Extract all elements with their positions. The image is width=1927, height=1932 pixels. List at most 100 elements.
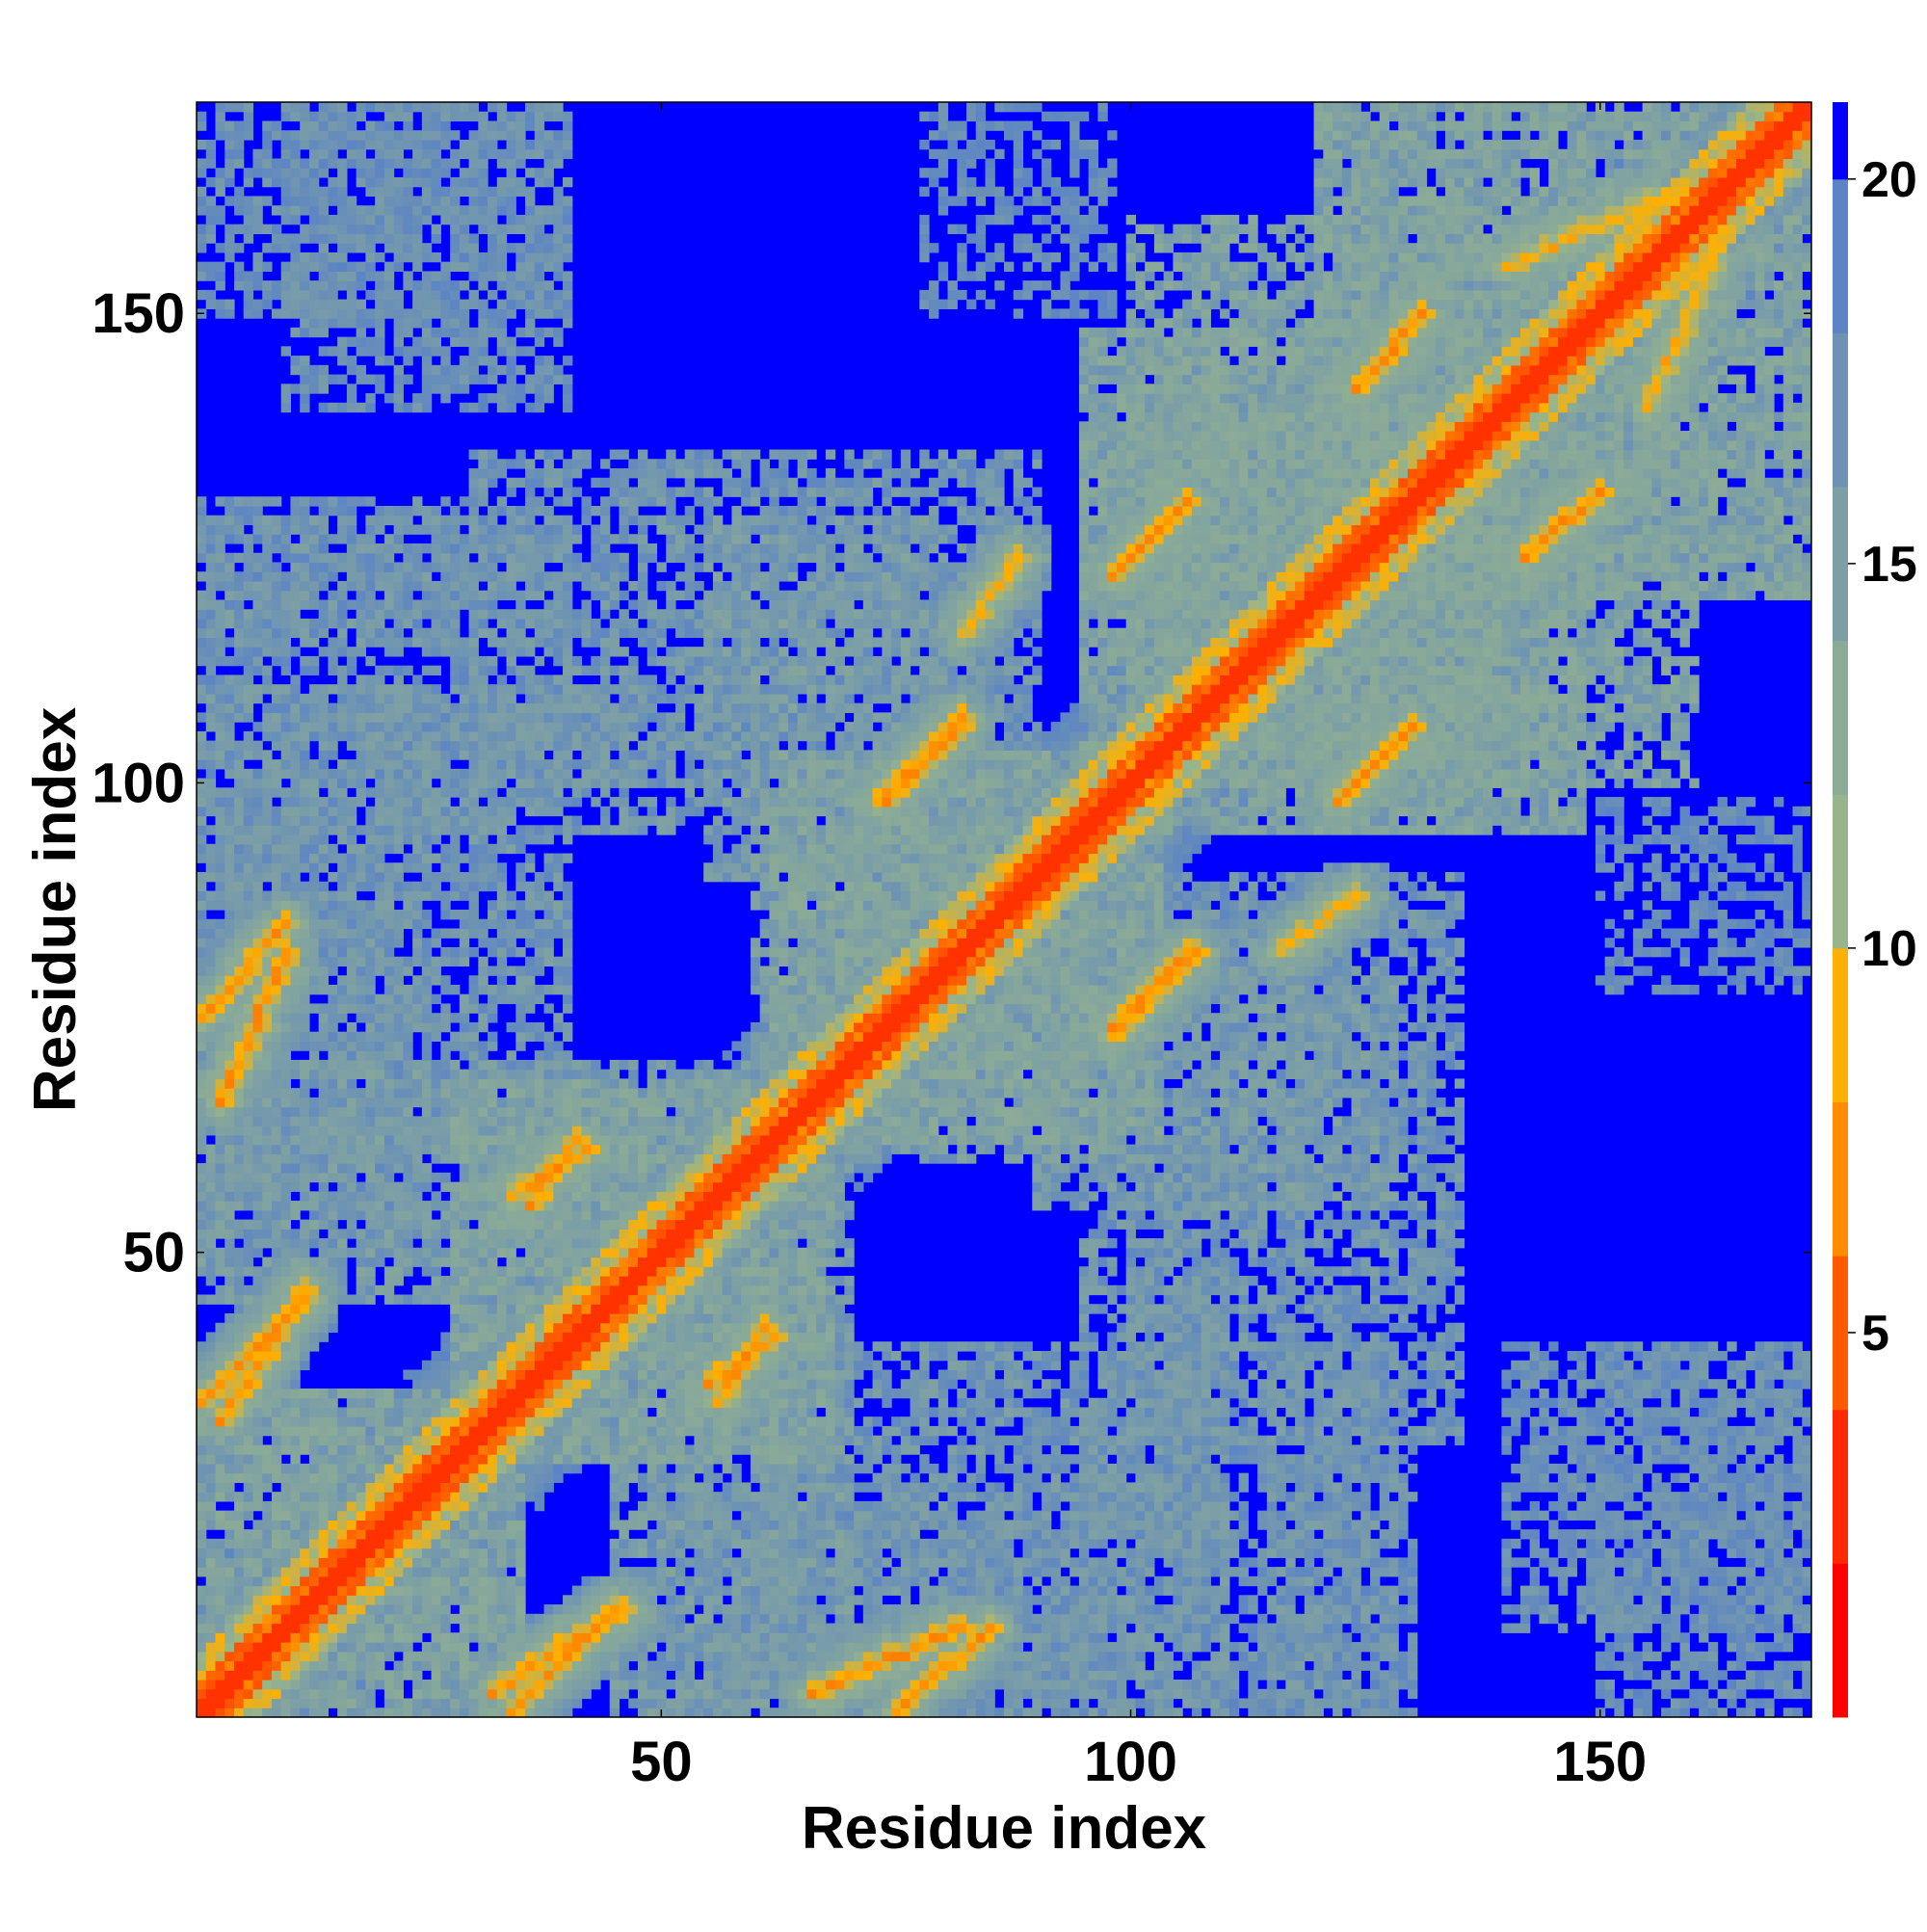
heatmap-cell — [403, 862, 413, 873]
heatmap-cell — [318, 750, 330, 760]
heatmap-cell — [300, 1444, 310, 1455]
heatmap-cell — [328, 1567, 338, 1577]
heatmap-cell — [459, 580, 470, 592]
heatmap-cell — [488, 946, 498, 958]
heatmap-cell — [224, 1257, 235, 1267]
heatmap-cell — [337, 627, 348, 639]
heatmap-cell — [440, 722, 451, 732]
heatmap-cell — [243, 1557, 254, 1568]
heatmap-cell — [300, 665, 310, 675]
heatmap-cell — [356, 543, 366, 554]
heatmap-cell — [375, 552, 385, 564]
heatmap-cell — [383, 693, 395, 704]
heatmap-cell — [468, 993, 479, 1005]
heatmap-cell — [525, 299, 536, 309]
heatmap-cell — [375, 1407, 385, 1417]
heatmap-cell — [262, 1472, 273, 1483]
heatmap-cell — [356, 599, 366, 610]
heatmap-cell — [383, 881, 395, 892]
heatmap-cell — [252, 900, 263, 911]
heatmap-cell — [197, 1134, 207, 1146]
heatmap-cell — [496, 834, 508, 845]
heatmap-cell — [496, 1604, 508, 1615]
heatmap-cell — [393, 393, 404, 404]
heatmap-cell — [308, 946, 320, 958]
heatmap-cell — [243, 1247, 254, 1258]
heatmap-cell — [197, 1294, 207, 1305]
heatmap-cell — [328, 1191, 338, 1202]
heatmap-cell — [243, 702, 254, 713]
heatmap-cell — [262, 1134, 273, 1146]
heatmap-cell — [440, 1492, 451, 1502]
heatmap-cell — [365, 1172, 376, 1183]
heatmap-cell — [224, 1313, 235, 1324]
heatmap-cell — [243, 1454, 254, 1465]
heatmap-cell — [383, 1548, 395, 1558]
heatmap-cell — [243, 1078, 254, 1089]
heatmap-cell — [308, 900, 320, 911]
heatmap-cell — [383, 1172, 395, 1183]
heatmap-cell — [271, 1425, 282, 1437]
heatmap-cell — [205, 778, 217, 788]
heatmap-cell — [412, 1059, 423, 1071]
heatmap-cell — [290, 590, 301, 601]
heatmap-cell — [478, 1069, 488, 1079]
heatmap-cell — [440, 580, 451, 592]
heatmap-cell — [468, 872, 479, 883]
heatmap-cell — [515, 1651, 526, 1662]
heatmap-cell — [478, 280, 488, 291]
heatmap-cell — [224, 1632, 235, 1643]
heatmap-cell — [488, 590, 498, 601]
heatmap-cell — [346, 1069, 357, 1079]
heatmap-cell — [496, 1266, 508, 1277]
heatmap-cell — [280, 834, 292, 845]
heatmap-cell — [337, 675, 348, 685]
heatmap-cell — [197, 637, 207, 648]
heatmap-cell — [290, 966, 301, 976]
heatmap-cell — [197, 1050, 207, 1061]
heatmap-cell — [224, 1454, 235, 1465]
heatmap-cell — [328, 214, 338, 225]
heatmap-cell — [412, 1294, 423, 1305]
heatmap-cell — [488, 1031, 498, 1043]
heatmap-cell — [375, 910, 385, 920]
heatmap-cell — [271, 1472, 282, 1483]
heatmap-cell — [300, 984, 310, 995]
heatmap-cell — [525, 1304, 536, 1314]
heatmap-cell — [262, 1350, 273, 1362]
heatmap-cell — [233, 599, 245, 610]
heatmap-cell — [346, 1407, 357, 1417]
heatmap-cell — [271, 1492, 282, 1502]
heatmap-cell — [383, 1500, 395, 1512]
heatmap-cell — [450, 712, 461, 723]
heatmap-cell — [515, 449, 526, 460]
heatmap-cell — [337, 946, 348, 958]
heatmap-cell — [440, 1500, 451, 1512]
heatmap-cell — [197, 1106, 207, 1117]
heatmap-cell — [431, 1153, 441, 1164]
heatmap-cell — [271, 1529, 282, 1540]
heatmap-cell — [440, 346, 451, 357]
heatmap-cell — [224, 243, 235, 253]
heatmap-cell — [290, 1575, 301, 1587]
heatmap-cell — [243, 1680, 254, 1690]
heatmap-cell — [440, 1585, 451, 1596]
heatmap-cell — [308, 196, 320, 206]
heatmap-cell — [365, 402, 376, 413]
heatmap-cell — [431, 1435, 441, 1446]
heatmap-cell — [506, 1397, 516, 1409]
heatmap-cell — [431, 176, 441, 188]
heatmap-cell — [525, 1369, 536, 1380]
heatmap-cell — [506, 797, 516, 807]
heatmap-cell — [205, 647, 217, 657]
heatmap-cell — [383, 890, 395, 901]
heatmap-cell — [280, 910, 292, 920]
heatmap-cell — [459, 1304, 470, 1314]
heatmap-cell — [318, 1651, 330, 1662]
heatmap-cell — [506, 712, 516, 723]
heatmap-cell — [365, 1257, 376, 1267]
heatmap-cell — [421, 1548, 433, 1558]
heatmap-cell — [365, 637, 376, 648]
heatmap-cell — [393, 1529, 404, 1540]
heatmap-cell — [205, 1463, 217, 1474]
